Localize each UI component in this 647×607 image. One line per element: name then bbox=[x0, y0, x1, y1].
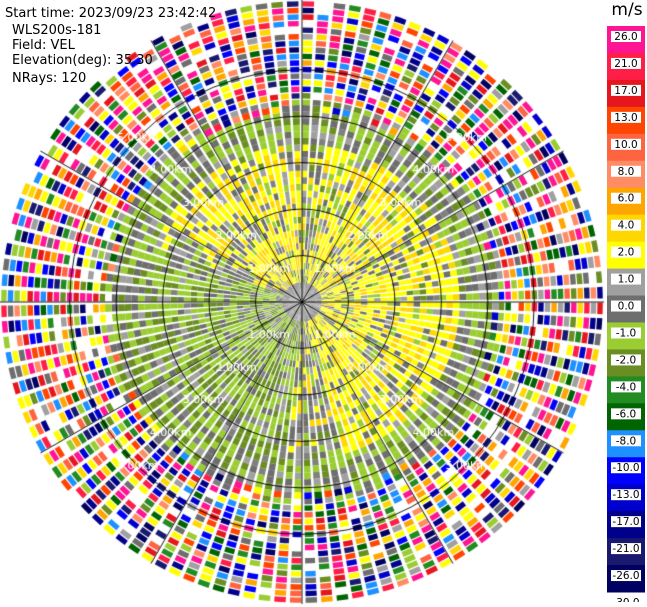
colorbar-tick-bg bbox=[611, 84, 641, 96]
colorbar-tick-bg bbox=[611, 138, 641, 150]
colorbar-tick-label: 13.0 bbox=[614, 112, 637, 124]
colorbar-tick-label: 17.0 bbox=[614, 85, 637, 97]
colorbar-tick-label: 0.0 bbox=[618, 301, 635, 313]
colorbar-tick-label: 21.0 bbox=[614, 58, 637, 70]
colorbar-tick-bg bbox=[611, 462, 641, 474]
colorbar-tick-bg bbox=[611, 381, 641, 393]
colorbar-tick-bg bbox=[611, 57, 641, 69]
colorbar-unit-label: m/s bbox=[611, 0, 643, 20]
colorbar-tick-bg bbox=[611, 192, 641, 204]
colorbar-tick-label: -8.0 bbox=[616, 435, 637, 447]
elevation-label: Elevation(deg): 35.30 bbox=[12, 53, 153, 68]
colorbar-tick-label: -17.0 bbox=[612, 516, 639, 528]
colorbar: 26.0 21.0 17.0 13.0 10.0 8.0 6.0 4.0 2.0 1.0 0.0 -1… bbox=[607, 26, 645, 602]
colorbar-tick-label: 26.0 bbox=[614, 31, 637, 43]
colorbar-tick-label: -6.0 bbox=[616, 408, 637, 420]
instrument-label: WLS200s-181 bbox=[12, 23, 102, 38]
colorbar-tick-label: 6.0 bbox=[618, 193, 635, 205]
colorbar-tick-bg bbox=[611, 111, 641, 123]
colorbar-tick-bg bbox=[611, 165, 641, 177]
colorbar-tick-bg bbox=[611, 327, 641, 339]
colorbar-tick-bg bbox=[611, 31, 641, 42]
colorbar-tick-label: 1.0 bbox=[618, 274, 635, 286]
colorbar-tick-label: -10.0 bbox=[612, 462, 639, 474]
colorbar-tick-bg bbox=[611, 597, 641, 602]
colorbar-tick-bg bbox=[611, 516, 641, 528]
colorbar-tick-bg bbox=[611, 300, 641, 312]
colorbar-tick-bg bbox=[611, 273, 641, 285]
colorbar-tick-bg bbox=[611, 408, 641, 420]
nrays-label: NRays: 120 bbox=[12, 71, 87, 86]
field-label: Field: VEL bbox=[12, 38, 75, 53]
start-time-label: Start time: 2023/09/23 23:42:42 bbox=[5, 6, 217, 21]
colorbar-tick-label: 10.0 bbox=[614, 139, 637, 151]
colorbar-tick-label: -2.0 bbox=[616, 354, 637, 366]
colorbar-tick-label: -1.0 bbox=[616, 327, 637, 339]
colorbar-tick-label: 2.0 bbox=[618, 247, 635, 259]
colorbar-tick-label: -21.0 bbox=[612, 543, 639, 555]
colorbar-tick-bg bbox=[611, 219, 641, 231]
colorbar-tick-label: -26.0 bbox=[612, 570, 639, 582]
colorbar-tick-bg bbox=[611, 435, 641, 447]
colorbar-tick-label: 8.0 bbox=[618, 166, 635, 178]
colorbar-tick-label: 4.0 bbox=[618, 220, 635, 232]
colorbar-tick-bg bbox=[611, 570, 641, 582]
colorbar-tick-bg bbox=[611, 543, 641, 555]
colorbar-tick-label: -4.0 bbox=[616, 381, 637, 393]
colorbar-tick-label: -13.0 bbox=[612, 489, 639, 501]
colorbar-tick-bg bbox=[611, 246, 641, 258]
colorbar-tick-bg bbox=[611, 354, 641, 366]
colorbar-tick-bg bbox=[611, 489, 641, 501]
ppi-scan-plot bbox=[0, 0, 605, 607]
colorbar-tick-label: -30.0 bbox=[612, 597, 639, 602]
